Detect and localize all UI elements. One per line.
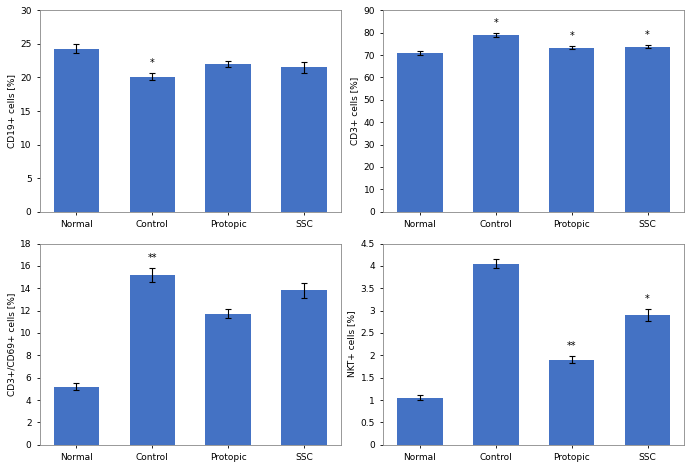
Text: **: **: [567, 341, 576, 351]
Text: *: *: [645, 30, 650, 40]
Y-axis label: NKT+ cells [%]: NKT+ cells [%]: [348, 311, 357, 378]
Bar: [549, 48, 594, 212]
Bar: [54, 49, 100, 212]
Bar: [625, 46, 670, 212]
Bar: [205, 314, 251, 445]
Bar: [397, 53, 443, 212]
Text: *: *: [645, 294, 650, 304]
Text: *: *: [150, 59, 155, 68]
Bar: [54, 386, 100, 445]
Bar: [625, 315, 670, 445]
Bar: [129, 275, 175, 445]
Text: **: **: [148, 253, 157, 263]
Bar: [549, 360, 594, 445]
Bar: [397, 398, 443, 445]
Bar: [473, 264, 518, 445]
Bar: [281, 290, 327, 445]
Bar: [281, 68, 327, 212]
Bar: [205, 64, 251, 212]
Y-axis label: CD19+ cells [%]: CD19+ cells [%]: [7, 74, 16, 148]
Bar: [473, 35, 518, 212]
Text: *: *: [493, 18, 498, 28]
Text: *: *: [569, 31, 574, 41]
Bar: [129, 77, 175, 212]
Y-axis label: CD3+/CD69+ cells [%]: CD3+/CD69+ cells [%]: [7, 293, 16, 396]
Y-axis label: CD3+ cells [%]: CD3+ cells [%]: [350, 77, 359, 145]
